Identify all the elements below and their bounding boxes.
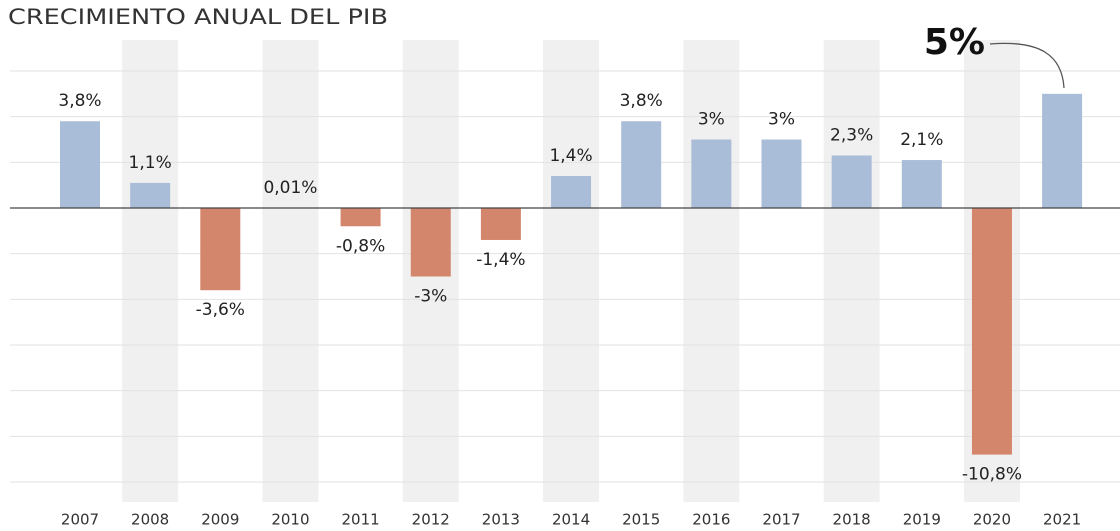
x-tick-label: 2012 <box>412 511 450 529</box>
x-tick-label: 2015 <box>622 511 660 529</box>
band <box>543 40 600 502</box>
bar <box>971 208 1012 455</box>
value-label: -0,8% <box>336 236 385 256</box>
x-tick-label: 2010 <box>271 511 309 529</box>
x-tick-label: 2013 <box>482 511 520 529</box>
bar <box>551 176 592 208</box>
x-tick-label: 2018 <box>833 511 871 529</box>
value-label: 5% <box>924 22 985 63</box>
value-label: -10,8% <box>962 465 1022 485</box>
x-tick-label: 2008 <box>131 511 169 529</box>
bar <box>200 208 241 291</box>
grid <box>10 70 1120 483</box>
value-label: 1,1% <box>129 153 172 173</box>
bar <box>691 139 732 208</box>
x-tick-label: 2009 <box>201 511 239 529</box>
value-label: 3% <box>768 110 795 130</box>
value-label: 0,01% <box>263 178 317 198</box>
bar <box>340 208 381 227</box>
chart-title: CRECIMIENTO ANUAL DEL PIB <box>8 5 388 29</box>
bands <box>122 40 1020 502</box>
bar <box>831 155 872 208</box>
x-tick-label: 2014 <box>552 511 590 529</box>
x-tick-label: 2020 <box>973 511 1011 529</box>
bar <box>901 160 942 208</box>
bars <box>60 93 1083 455</box>
annotation-arrow <box>989 42 1065 89</box>
bar <box>410 208 451 277</box>
x-tick-label: 2021 <box>1043 511 1081 529</box>
bar <box>1042 93 1083 208</box>
band <box>262 40 319 502</box>
bar <box>621 121 662 208</box>
band <box>122 40 179 502</box>
value-label: -3,6% <box>196 300 245 320</box>
value-label: -3% <box>414 287 447 307</box>
value-label: 3,8% <box>58 91 101 111</box>
bar <box>480 208 521 240</box>
x-tick-label: 2019 <box>903 511 941 529</box>
value-label: -1,4% <box>476 250 525 270</box>
value-label: 1,4% <box>549 146 592 166</box>
band <box>823 40 880 502</box>
bar <box>130 182 171 208</box>
x-tick-label: 2007 <box>61 511 99 529</box>
x-tick-label: 2017 <box>762 511 800 529</box>
x-tick-label: 2011 <box>342 511 380 529</box>
value-label: 3,8% <box>620 91 663 111</box>
x-tick-label: 2016 <box>692 511 730 529</box>
value-label: 2,3% <box>830 125 873 145</box>
bar <box>761 139 802 208</box>
value-label: 3% <box>698 110 725 130</box>
value-label: 2,1% <box>900 130 943 150</box>
bar <box>60 121 100 208</box>
